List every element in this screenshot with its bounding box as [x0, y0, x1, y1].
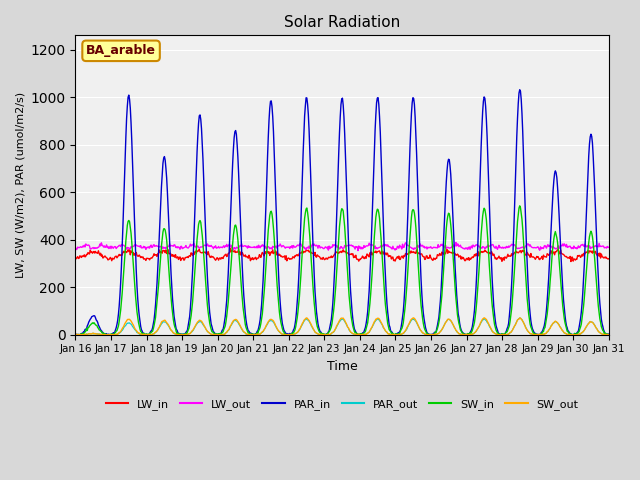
PAR_out: [81, 332, 89, 337]
PAR_in: [191, 209, 198, 215]
LW_in: [227, 245, 234, 251]
LW_out: [452, 240, 460, 245]
X-axis label: Time: Time: [326, 360, 358, 373]
LW_out: [354, 248, 362, 253]
PAR_in: [72, 332, 79, 337]
SW_in: [190, 279, 198, 285]
LW_in: [423, 253, 431, 259]
Line: PAR_out: PAR_out: [76, 318, 609, 335]
SW_out: [407, 317, 415, 323]
LW_out: [408, 245, 415, 251]
Line: LW_in: LW_in: [76, 248, 609, 262]
SW_out: [423, 332, 431, 337]
LW_in: [136, 253, 144, 259]
SW_out: [605, 332, 612, 337]
Line: LW_out: LW_out: [76, 242, 609, 251]
LW_in: [408, 248, 415, 254]
SW_in: [81, 329, 89, 335]
LW_out: [605, 244, 612, 250]
SW_in: [422, 329, 430, 335]
PAR_in: [137, 324, 145, 329]
PAR_out: [72, 332, 79, 337]
LW_in: [567, 259, 575, 264]
LW_out: [218, 245, 226, 251]
Legend: LW_in, LW_out, PAR_in, PAR_out, SW_in, SW_out: LW_in, LW_out, PAR_in, PAR_out, SW_in, S…: [101, 394, 583, 414]
SW_in: [72, 332, 79, 337]
PAR_in: [423, 330, 431, 336]
SW_out: [136, 331, 144, 336]
Line: PAR_in: PAR_in: [76, 90, 609, 335]
SW_in: [516, 203, 524, 209]
SW_in: [136, 326, 144, 332]
SW_out: [72, 332, 79, 337]
Line: SW_out: SW_out: [76, 318, 609, 335]
SW_out: [218, 332, 226, 337]
LW_out: [72, 245, 79, 251]
LW_out: [190, 240, 198, 246]
PAR_out: [407, 319, 415, 324]
SW_in: [407, 222, 415, 228]
PAR_out: [422, 332, 430, 337]
Line: SW_in: SW_in: [76, 206, 609, 335]
PAR_out: [218, 332, 226, 337]
PAR_in: [516, 87, 524, 93]
Text: BA_arable: BA_arable: [86, 44, 156, 57]
Y-axis label: LW, SW (W/m2), PAR (umol/m2/s): LW, SW (W/m2), PAR (umol/m2/s): [15, 92, 25, 278]
LW_out: [136, 244, 144, 250]
SW_in: [605, 332, 612, 337]
Title: Solar Radiation: Solar Radiation: [284, 15, 400, 30]
LW_out: [423, 246, 431, 252]
PAR_in: [605, 332, 612, 337]
PAR_out: [136, 332, 144, 337]
PAR_out: [190, 326, 198, 332]
LW_in: [605, 256, 612, 262]
SW_in: [218, 330, 226, 336]
PAR_in: [219, 327, 227, 333]
LW_in: [218, 254, 226, 260]
PAR_out: [605, 332, 612, 337]
LW_in: [81, 254, 89, 260]
PAR_in: [408, 111, 415, 117]
SW_out: [81, 332, 89, 337]
LW_in: [72, 255, 79, 261]
PAR_out: [516, 315, 524, 321]
LW_out: [81, 244, 89, 250]
LW_in: [190, 252, 198, 257]
SW_out: [410, 315, 417, 321]
PAR_in: [82, 326, 90, 332]
SW_out: [190, 325, 198, 331]
PAR_in: [74, 332, 81, 337]
